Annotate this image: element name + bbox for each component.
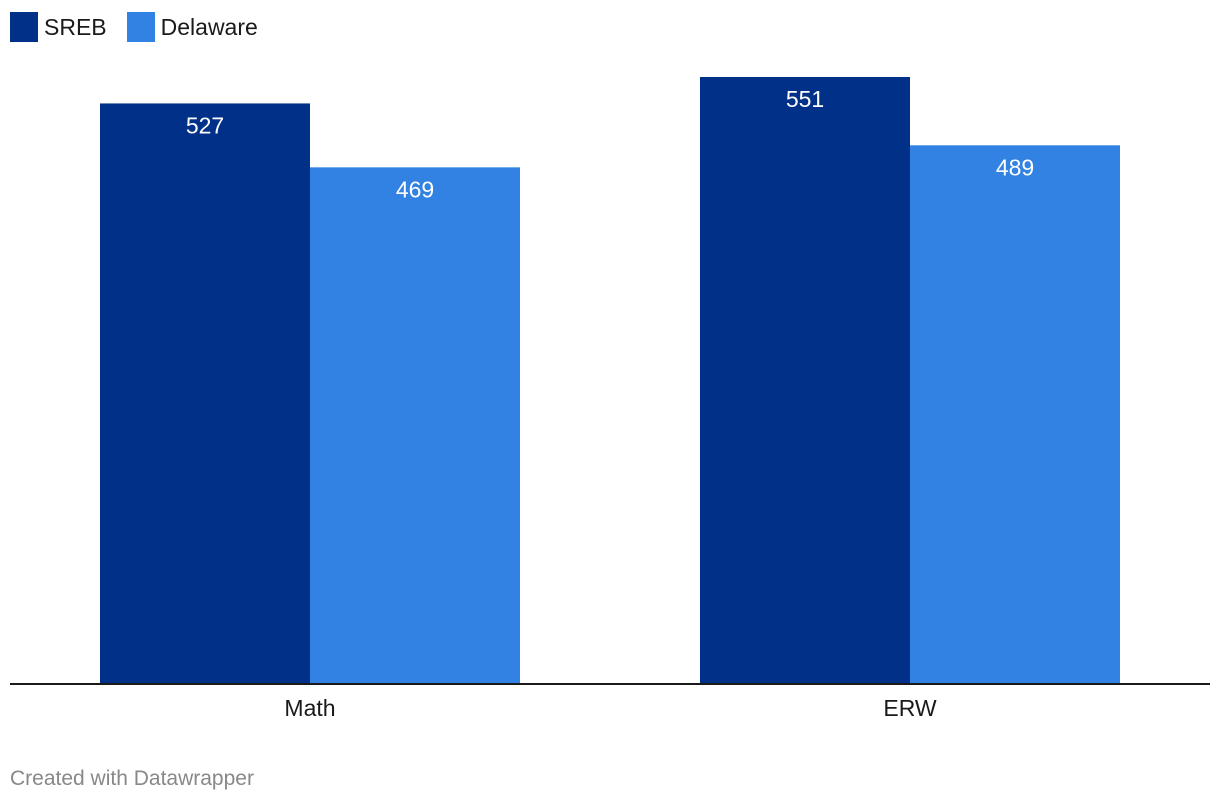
legend: SREB Delaware xyxy=(10,12,278,42)
bar-value-label-sreb-math: 527 xyxy=(186,112,224,138)
bar-delaware-erw xyxy=(910,145,1120,685)
bar-delaware-math xyxy=(310,167,520,684)
bar-value-label-sreb-erw: 551 xyxy=(786,86,824,112)
legend-item-sreb: SREB xyxy=(10,12,107,42)
legend-label-sreb: SREB xyxy=(44,14,107,40)
legend-swatch-sreb xyxy=(10,12,38,42)
bar-sreb-erw xyxy=(700,76,910,685)
category-label-erw: ERW xyxy=(883,695,937,721)
bar-chart: 527 469 Math 551 489 ERW xyxy=(10,76,1210,721)
bar-value-label-delaware-math: 469 xyxy=(396,176,434,202)
legend-swatch-delaware xyxy=(126,12,155,42)
bar-value-label-delaware-erw: 489 xyxy=(996,154,1034,180)
credit-text: Created with Datawrapper xyxy=(10,767,254,790)
category-label-math: Math xyxy=(284,695,335,721)
legend-label-delaware: Delaware xyxy=(160,14,258,40)
bar-sreb-math xyxy=(100,103,310,685)
legend-item-delaware: Delaware xyxy=(126,12,258,42)
